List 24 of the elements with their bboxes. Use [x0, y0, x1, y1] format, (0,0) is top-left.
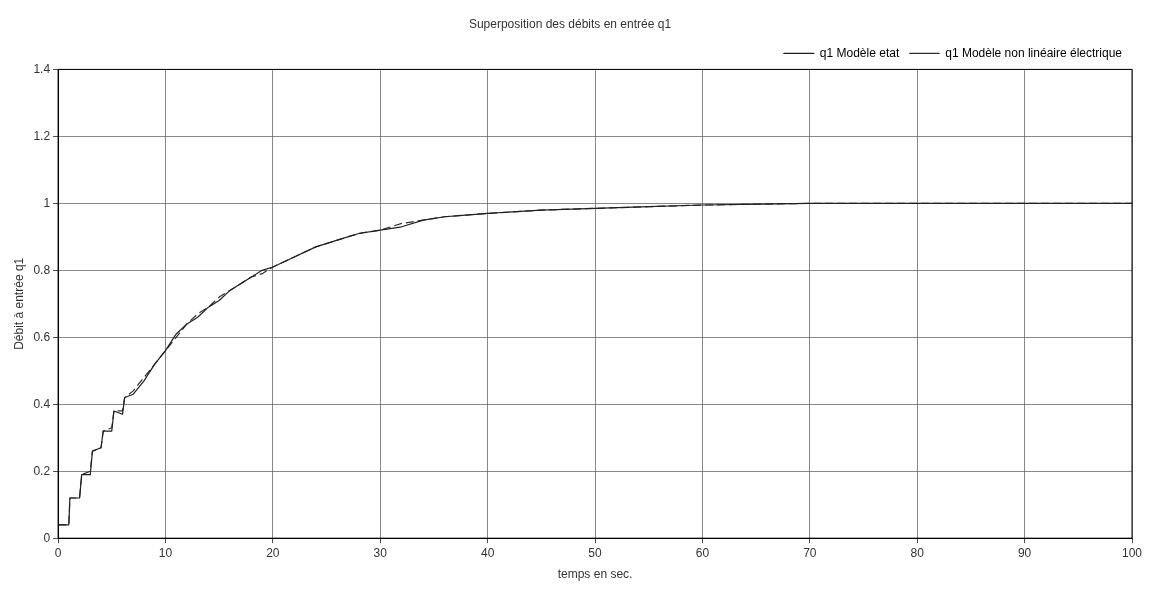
- x-tick-label: 30: [373, 545, 388, 560]
- x-tick-label: 20: [266, 545, 280, 560]
- y-tick-label: 0.6: [33, 329, 51, 344]
- y-tick-label: 0.2: [33, 463, 51, 478]
- y-axis-title: Débit à entrée q1: [11, 257, 26, 350]
- x-axis-title: temps en sec.: [557, 567, 633, 582]
- x-tick-label: 100: [1121, 545, 1143, 560]
- y-tick-label: 0.4: [33, 396, 51, 411]
- x-tick-label: 40: [480, 545, 495, 560]
- x-tick-label: 60: [695, 545, 710, 560]
- y-tick-label: 1.2: [33, 128, 51, 143]
- y-tick-label: 1: [43, 195, 51, 210]
- x-tick-label: 80: [910, 545, 925, 560]
- legend-label: q1 Modèle non linéaire électrique: [945, 45, 1123, 60]
- legend-label: q1 Modèle etat: [819, 45, 900, 60]
- x-tick-label: 50: [588, 545, 603, 560]
- x-tick-label: 90: [1017, 545, 1032, 560]
- chart-title: Superposition des débits en entrée q1: [468, 16, 672, 31]
- x-tick-label: 70: [803, 545, 817, 560]
- y-tick-label: 0: [43, 530, 51, 545]
- y-tick-label: 0.8: [33, 262, 51, 277]
- x-tick-label: 10: [158, 545, 173, 560]
- x-tick-label: 0: [54, 545, 62, 560]
- y-tick-label: 1.4: [33, 61, 51, 76]
